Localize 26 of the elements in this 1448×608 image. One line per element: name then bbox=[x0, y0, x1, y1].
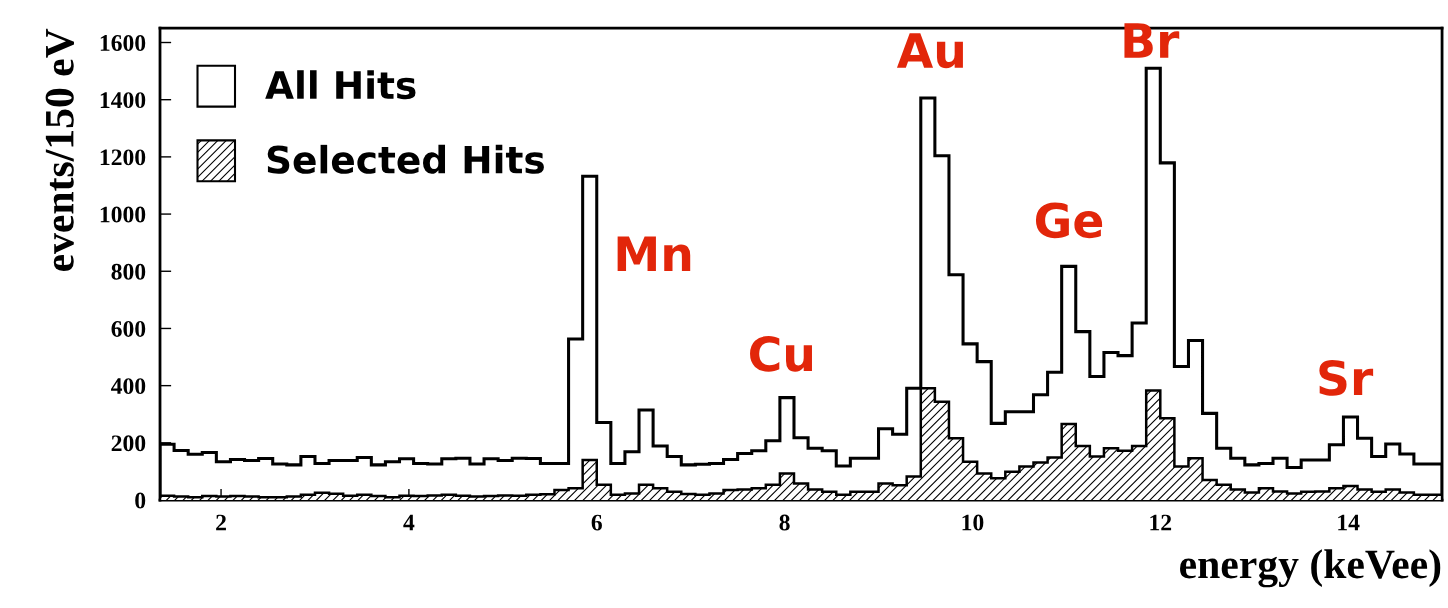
x-axis-title: energy (keVee) bbox=[1180, 549, 1441, 588]
y-tick-label: 1400 bbox=[100, 92, 146, 109]
x-tick-label: 14 bbox=[1338, 514, 1360, 531]
y-tick-label: 200 bbox=[111, 435, 146, 452]
annotation: Br bbox=[1124, 23, 1180, 58]
annotation: Cu bbox=[750, 335, 812, 372]
y-tick-label: 800 bbox=[111, 263, 146, 280]
y-tick-label: 600 bbox=[111, 320, 146, 337]
y-tick-label: 0 bbox=[135, 492, 146, 509]
annotation: Mn bbox=[617, 236, 691, 272]
x-tick-label: 10 bbox=[962, 514, 984, 531]
x-tick-label: 4 bbox=[403, 514, 415, 531]
y-axis-title: events/150 eV bbox=[45, 28, 74, 271]
x-tick-label: 6 bbox=[591, 514, 602, 531]
annotation: Au bbox=[896, 33, 963, 69]
annotation: Ge bbox=[1035, 202, 1103, 239]
legend-label: Selected Hits bbox=[267, 144, 544, 174]
annotation: Sr bbox=[1319, 360, 1374, 396]
x-tick-label: 8 bbox=[779, 514, 790, 531]
y-tick-label: 1000 bbox=[100, 206, 146, 223]
legend-label: All Hits bbox=[265, 70, 416, 100]
y-tick-label: 400 bbox=[111, 378, 146, 395]
x-tick-label: 2 bbox=[216, 514, 226, 531]
x-tick-label: 12 bbox=[1150, 514, 1172, 531]
y-tick-label: 1200 bbox=[100, 149, 146, 166]
y-tick-label: 1600 bbox=[100, 35, 146, 51]
